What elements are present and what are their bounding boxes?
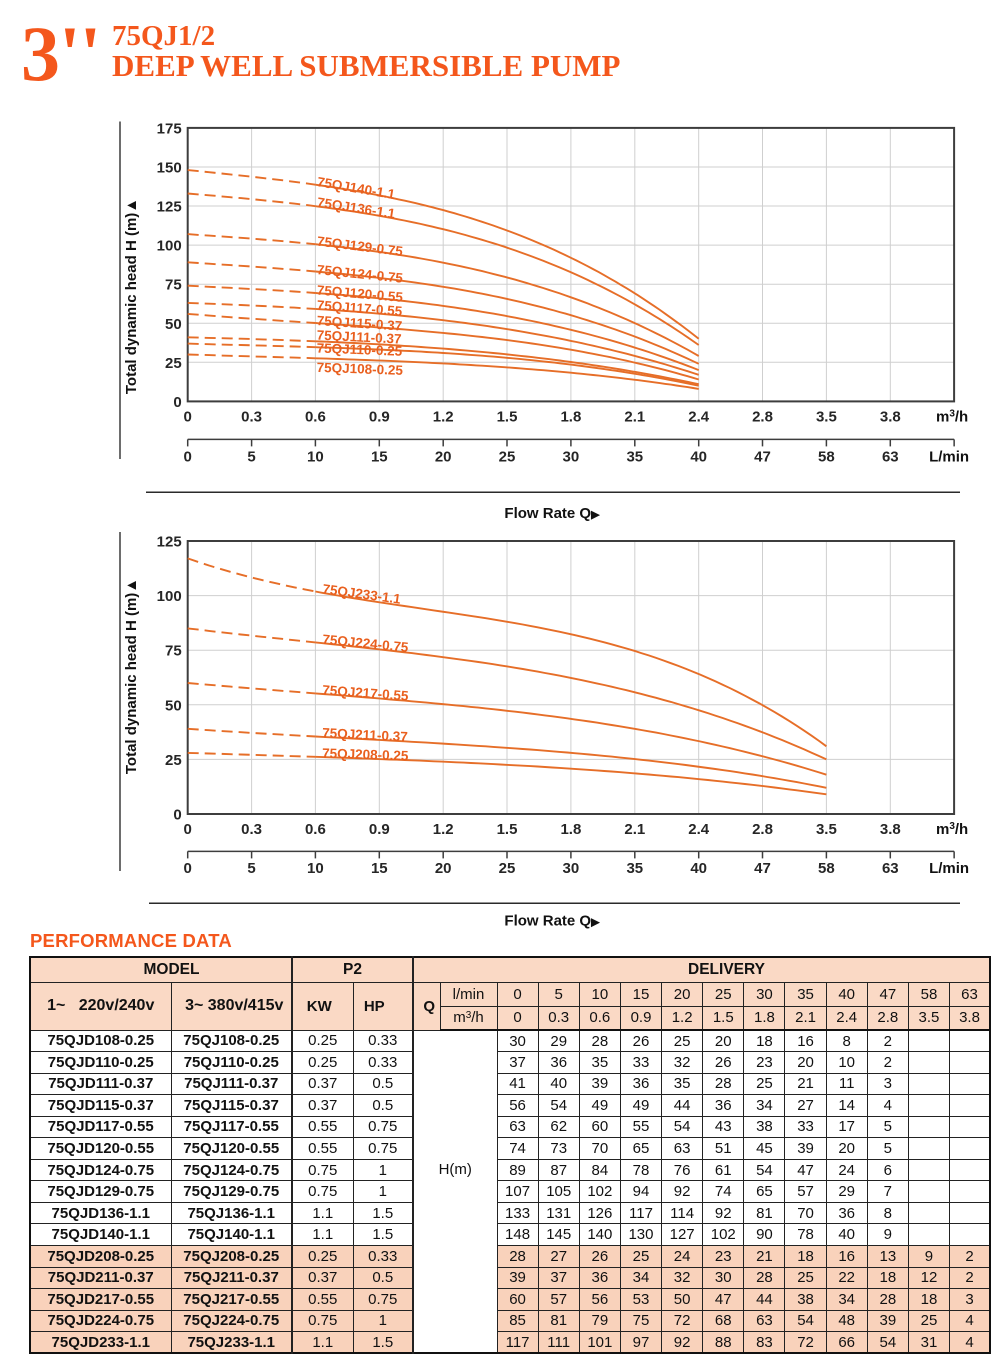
svg-text:50: 50 — [165, 316, 182, 333]
svg-text:75QJ217-0.55: 75QJ217-0.55 — [322, 682, 410, 703]
svg-text:125: 125 — [157, 534, 182, 551]
svg-text:125: 125 — [157, 199, 182, 216]
svg-text:25: 25 — [499, 449, 516, 466]
svg-text:L/min: L/min — [929, 449, 969, 466]
svg-text:75QJ108-0.25: 75QJ108-0.25 — [316, 360, 403, 378]
svg-text:0: 0 — [173, 807, 181, 824]
svg-text:m3/h: m3/h — [936, 409, 968, 426]
svg-text:75QJ110-0.25: 75QJ110-0.25 — [316, 341, 403, 359]
svg-text:1.2: 1.2 — [433, 409, 454, 426]
svg-text:0: 0 — [184, 860, 192, 877]
svg-text:75: 75 — [165, 643, 182, 660]
svg-text:30: 30 — [563, 860, 580, 877]
svg-text:25: 25 — [165, 355, 182, 372]
svg-text:63: 63 — [882, 449, 899, 466]
svg-text:2.4: 2.4 — [688, 821, 710, 838]
svg-text:20: 20 — [435, 449, 452, 466]
svg-text:75QJ115-0.37: 75QJ115-0.37 — [316, 313, 402, 334]
svg-text:47: 47 — [754, 860, 771, 877]
svg-text:L/min: L/min — [929, 860, 969, 877]
svg-text:2.1: 2.1 — [624, 821, 645, 838]
svg-text:1.8: 1.8 — [560, 821, 581, 838]
svg-text:150: 150 — [157, 160, 182, 177]
svg-text:75QJ124-0.75: 75QJ124-0.75 — [316, 262, 404, 286]
svg-text:20: 20 — [435, 860, 452, 877]
svg-text:3.5: 3.5 — [816, 821, 837, 838]
svg-text:15: 15 — [371, 449, 388, 466]
svg-text:75QJ117-0.55: 75QJ117-0.55 — [316, 298, 403, 319]
svg-text:3.8: 3.8 — [880, 409, 901, 426]
svg-text:3.5: 3.5 — [816, 409, 837, 426]
svg-text:75QJ120-0.55: 75QJ120-0.55 — [316, 283, 404, 305]
svg-text:5: 5 — [247, 449, 255, 466]
svg-text:100: 100 — [157, 238, 182, 255]
svg-text:0: 0 — [184, 821, 192, 838]
svg-text:175: 175 — [157, 120, 182, 137]
svg-text:75: 75 — [165, 277, 182, 294]
svg-text:0.3: 0.3 — [241, 821, 262, 838]
svg-text:0: 0 — [184, 409, 192, 426]
svg-text:0.9: 0.9 — [369, 409, 390, 426]
svg-text:0: 0 — [184, 449, 192, 466]
svg-text:Flow Rate Q▶: Flow Rate Q▶ — [504, 505, 600, 522]
svg-text:2.1: 2.1 — [624, 409, 645, 426]
svg-text:35: 35 — [626, 860, 643, 877]
svg-text:0.3: 0.3 — [241, 409, 262, 426]
svg-text:0.6: 0.6 — [305, 821, 326, 838]
svg-text:100: 100 — [157, 588, 182, 605]
svg-text:58: 58 — [818, 860, 835, 877]
svg-text:2.8: 2.8 — [752, 821, 773, 838]
svg-text:75QJ208-0.25: 75QJ208-0.25 — [322, 746, 409, 764]
svg-text:1.5: 1.5 — [497, 409, 518, 426]
svg-text:40: 40 — [690, 860, 707, 877]
svg-text:75QJ211-0.37: 75QJ211-0.37 — [322, 725, 408, 744]
svg-text:75QJ129-0.75: 75QJ129-0.75 — [316, 234, 404, 259]
svg-text:63: 63 — [882, 860, 899, 877]
svg-text:0.9: 0.9 — [369, 821, 390, 838]
svg-text:50: 50 — [165, 697, 182, 714]
svg-text:Total dynamic head H (m)▲: Total dynamic head H (m)▲ — [123, 578, 140, 774]
svg-text:1.2: 1.2 — [433, 821, 454, 838]
svg-text:25: 25 — [165, 752, 182, 769]
svg-text:15: 15 — [371, 860, 388, 877]
svg-text:75QJ111-0.37: 75QJ111-0.37 — [316, 328, 401, 347]
svg-text:75QJ224-0.75: 75QJ224-0.75 — [322, 632, 410, 655]
svg-text:0: 0 — [173, 394, 181, 411]
svg-text:58: 58 — [818, 449, 835, 466]
svg-text:10: 10 — [307, 449, 324, 466]
svg-text:Flow Rate Q▶: Flow Rate Q▶ — [504, 913, 600, 930]
svg-text:0.6: 0.6 — [305, 409, 326, 426]
svg-text:40: 40 — [690, 449, 707, 466]
svg-text:1.8: 1.8 — [560, 409, 581, 426]
svg-text:2.8: 2.8 — [752, 409, 773, 426]
svg-text:25: 25 — [499, 860, 516, 877]
svg-text:Total dynamic head H (m)▲: Total dynamic head H (m)▲ — [123, 198, 140, 394]
svg-text:47: 47 — [754, 449, 771, 466]
svg-text:10: 10 — [307, 860, 324, 877]
svg-text:30: 30 — [563, 449, 580, 466]
svg-text:75QJ233-1.1: 75QJ233-1.1 — [322, 581, 403, 606]
svg-text:35: 35 — [626, 449, 643, 466]
svg-text:1.5: 1.5 — [497, 821, 518, 838]
svg-text:3.8: 3.8 — [880, 821, 901, 838]
svg-text:2.4: 2.4 — [688, 409, 710, 426]
svg-text:m3/h: m3/h — [936, 821, 968, 838]
svg-text:5: 5 — [247, 860, 255, 877]
